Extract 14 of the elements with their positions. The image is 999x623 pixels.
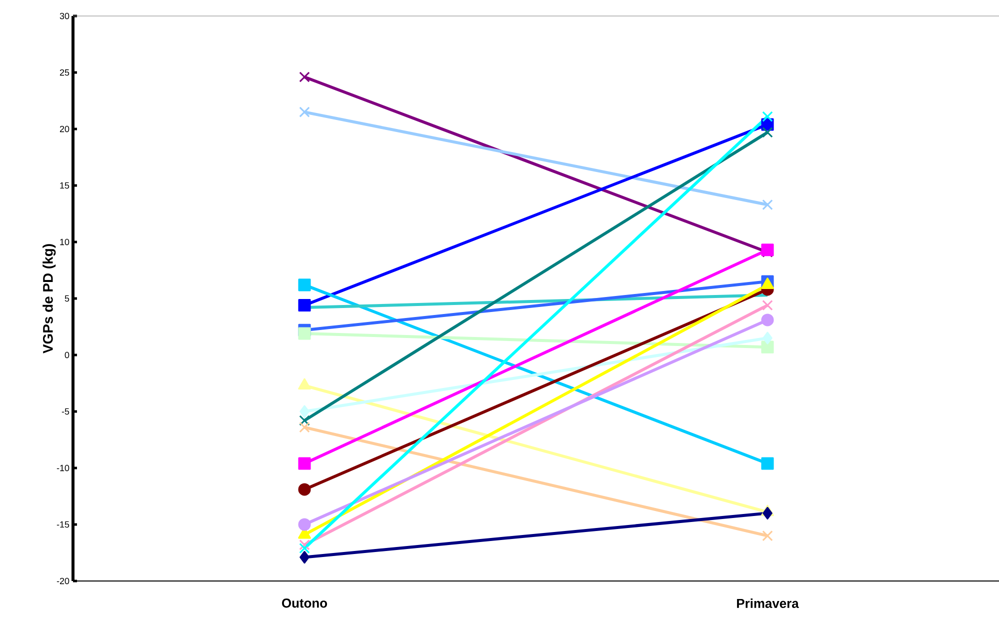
y-tick-label: -20 [56, 578, 70, 584]
y-tick-label: 15 [60, 182, 70, 189]
y-tick-label: -5 [62, 408, 70, 415]
y-tick-label: 20 [60, 126, 70, 132]
y-axis-title: VGPs de PD (kg) [42, 244, 56, 354]
y-tick-label: 0 [64, 352, 70, 358]
y-tick-label: 10 [60, 238, 70, 246]
x-tick-label: Primavera [737, 598, 799, 608]
y-tick-label: 30 [60, 12, 70, 20]
y-tick-label: -10 [56, 464, 70, 472]
x-tick-label: Outono [282, 598, 328, 608]
y-tick-label: 25 [60, 69, 70, 76]
y-tick-label: 5 [64, 295, 70, 302]
y-tick-label: -15 [56, 521, 70, 528]
